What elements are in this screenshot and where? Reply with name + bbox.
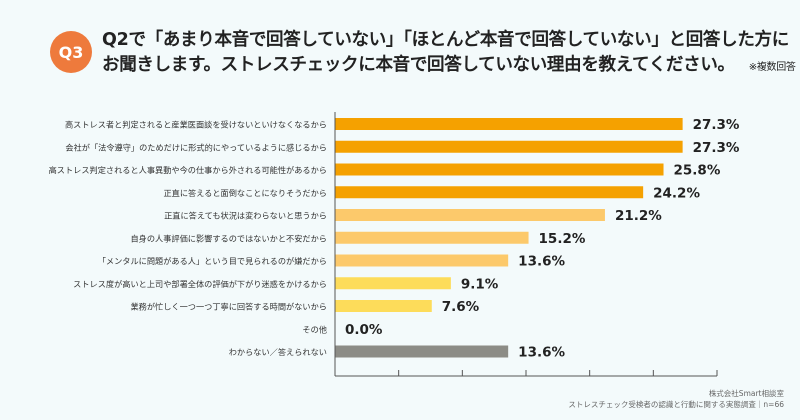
bar <box>335 118 683 130</box>
value-label: 15.2% <box>539 231 586 247</box>
bar <box>335 140 683 153</box>
bar <box>335 277 451 290</box>
bar <box>335 209 605 221</box>
category-label: 業務が忙しく一つ一つ丁寧に回答する時間がないから <box>130 302 327 312</box>
category-label: 正直に答えると面倒なことになりそうだから <box>163 188 327 198</box>
bar <box>335 300 432 312</box>
value-label: 0.0% <box>345 322 383 338</box>
value-label: 25.8% <box>674 163 721 179</box>
question-line-1: Q2で「あまり本音で回答していない」「ほとんど本音で回答していない」と回答した方… <box>102 30 789 50</box>
value-label: 24.2% <box>653 185 700 201</box>
value-label: 13.6% <box>518 345 565 361</box>
category-label: わからない／答えられない <box>229 347 327 357</box>
category-label: ストレス度が高いと上司や部署全体の評価が下がり迷惑をかけるから <box>73 279 327 289</box>
category-label: 正直に答えても状況は変わらないと思うから <box>164 211 327 221</box>
value-label: 7.6% <box>442 299 480 315</box>
footer: 株式会社Smart相談室 ストレスチェック受検者の認識と行動に関する実態調査｜n… <box>568 388 784 410</box>
category-label: 自身の人事評価に影響するのではないかと不安だから <box>130 233 327 243</box>
question-line-2: お聞きします。ストレスチェックに本音で回答していない理由を教えてください。 ※複数… <box>102 55 796 75</box>
bar <box>335 345 509 358</box>
footer-company: 株式会社Smart相談室 <box>708 389 784 398</box>
category-label: 会社が「法令遵守」のためだけに形式的にやっているように感じるから <box>65 142 327 152</box>
value-label: 9.1% <box>461 276 499 292</box>
value-label: 13.6% <box>518 254 565 270</box>
value-label: 27.3% <box>693 140 740 156</box>
footer-source: ストレスチェック受検者の認識と行動に関する実態調査｜n=66 <box>568 400 784 409</box>
value-label: 21.2% <box>615 208 662 224</box>
bar <box>335 186 644 199</box>
category-label: 高ストレス者と判定されると産業医面談を受けないといけなくなるから <box>65 120 327 130</box>
multiple-answer-note: ※複数回答 <box>748 62 796 73</box>
question-badge: Q3 <box>50 31 92 73</box>
category-label: 高ストレス判定されると人事異動や今の仕事から外される可能性があるから <box>49 165 327 175</box>
category-label: その他 <box>302 324 327 334</box>
bar <box>335 231 529 244</box>
question-title: Q2で「あまり本音で回答していない」「ほとんど本音で回答していない」と回答した方… <box>102 28 796 80</box>
bar <box>335 163 664 176</box>
category-label: 「メンタルに問題がある人」という目で見られるのが嫌だから <box>98 256 327 266</box>
value-label: 27.3% <box>693 117 740 133</box>
bar <box>335 254 509 267</box>
